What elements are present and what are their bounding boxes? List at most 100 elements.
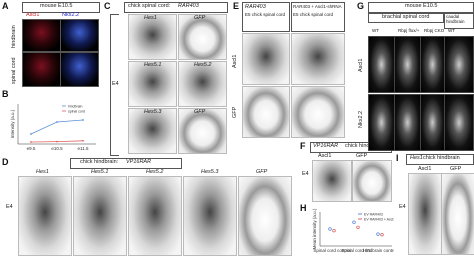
micrograph — [242, 86, 290, 138]
x-tick-label: e9.5 — [27, 146, 36, 151]
micrograph — [420, 94, 445, 151]
micrograph — [183, 176, 237, 256]
panel-title: mouse E10.5 — [40, 3, 73, 9]
row-label: Ascl1 — [358, 58, 364, 72]
panel-label: A — [2, 1, 9, 11]
header-box — [124, 2, 228, 13]
micrograph — [128, 176, 182, 256]
data-point — [356, 225, 360, 229]
construct: VP16RAR — [126, 159, 152, 165]
data-point — [30, 141, 32, 143]
data-point — [82, 119, 84, 121]
x-tick-label: e11.5 — [78, 146, 89, 151]
micrograph — [60, 52, 99, 87]
construct: RAR403 — [178, 3, 199, 9]
column-label: Ascl1 — [26, 12, 40, 18]
image-label: Hes5.1 — [91, 169, 109, 175]
scatter-chart: Mean intensity (a.u.)Spinal cord control… — [312, 208, 394, 253]
tissue: E5 chick spinal cord — [245, 12, 286, 17]
image-label: Hes1 — [144, 15, 157, 21]
x-tick-label: e10.5 — [51, 146, 63, 151]
row-label: GFP — [232, 106, 238, 118]
y-axis-label: Mean intensity (a.u.) — [312, 208, 317, 249]
micrograph — [394, 94, 421, 151]
column-label: WT — [372, 28, 379, 33]
data-point — [332, 229, 336, 233]
column-label: Nkx2.2 — [62, 12, 80, 18]
x-tick-label: Spinal cord control — [313, 248, 350, 253]
image-label: Hes5.3 — [144, 109, 162, 115]
header-box — [22, 2, 100, 13]
x-tick-label: Spinal cord E5 — [341, 248, 371, 253]
stage: E4 — [302, 171, 309, 177]
micrograph — [22, 52, 61, 87]
image-label: Hes5.3 — [201, 169, 219, 175]
tissue: chick hindbrain — [423, 155, 460, 161]
micrograph — [312, 160, 352, 202]
image-label: GFP — [450, 166, 462, 172]
panel-label: C — [104, 1, 111, 11]
panel-title: mouse E10.5 — [405, 3, 438, 9]
bracket — [110, 14, 119, 156]
header-box — [291, 2, 345, 32]
micrograph — [18, 176, 72, 256]
panel-title: chick hindbrain: — [80, 159, 119, 165]
tissue: chick hindbrain — [345, 143, 382, 149]
construct: RAR403 + Ascl1-shRNA — [293, 4, 342, 9]
panel-label: G — [357, 1, 365, 11]
micrograph — [178, 14, 227, 60]
region: brachial spinal cord — [382, 14, 430, 20]
micrograph — [352, 160, 392, 202]
micrograph — [242, 33, 290, 85]
micrograph — [441, 173, 474, 255]
image-label: Hes5.2 — [146, 169, 164, 175]
panel-label: H — [300, 203, 307, 213]
data-point — [376, 232, 380, 236]
construct: Hes1 — [410, 155, 423, 161]
construct: RAR403 — [245, 4, 266, 10]
legend-label: EV RAR403 — [364, 213, 383, 217]
image-label: Ascl1 — [418, 166, 432, 172]
row-label: spinal cord — [11, 57, 17, 84]
row-label: Ascl1 — [232, 54, 238, 68]
legend-label: EV RAR403 + Ascl1-shRNA — [364, 218, 394, 222]
panel-title: chick spinal cord: — [128, 3, 171, 9]
micrograph — [394, 36, 421, 93]
data-point — [352, 220, 356, 224]
micrograph — [238, 176, 292, 256]
y-axis-label: Intensity (a.u.) — [10, 109, 15, 138]
data-point — [30, 133, 32, 135]
micrograph — [178, 61, 227, 107]
panel-label: E — [233, 1, 240, 11]
panel-label: B — [2, 89, 9, 99]
micrograph — [22, 19, 61, 52]
micrograph — [73, 176, 127, 256]
image-label: GFP — [356, 153, 368, 159]
region: caudal hindbrain — [446, 14, 465, 24]
column-label: Rbpj flox/+ — [398, 28, 420, 33]
stage: E4 — [112, 81, 119, 87]
row-label: hindbrain — [11, 25, 17, 48]
row-label: Nkx2.2 — [358, 110, 364, 128]
micrograph — [444, 94, 474, 151]
image-label: Hes5.2 — [194, 62, 212, 68]
micrograph — [291, 86, 345, 138]
micrograph — [408, 173, 442, 255]
image-label: GFP — [194, 109, 206, 115]
stage: E4 — [6, 204, 13, 210]
micrograph — [368, 36, 395, 93]
x-tick-label: Hindbrain control — [363, 248, 394, 253]
header-box — [242, 2, 290, 32]
panel-label: D — [2, 157, 9, 167]
data-point — [328, 227, 332, 231]
column-label: WT — [448, 28, 455, 33]
image-label: GFP — [256, 169, 268, 175]
stage: E4 — [399, 204, 406, 210]
legend-label: spinal cord — [68, 110, 85, 114]
micrograph — [178, 108, 227, 154]
data-point — [380, 233, 384, 237]
micrograph — [128, 61, 177, 107]
micrograph — [291, 33, 345, 85]
line-chart: Intensity (a.u.) e9.5 e10.5 e11.5 hindbrains… — [10, 104, 96, 151]
